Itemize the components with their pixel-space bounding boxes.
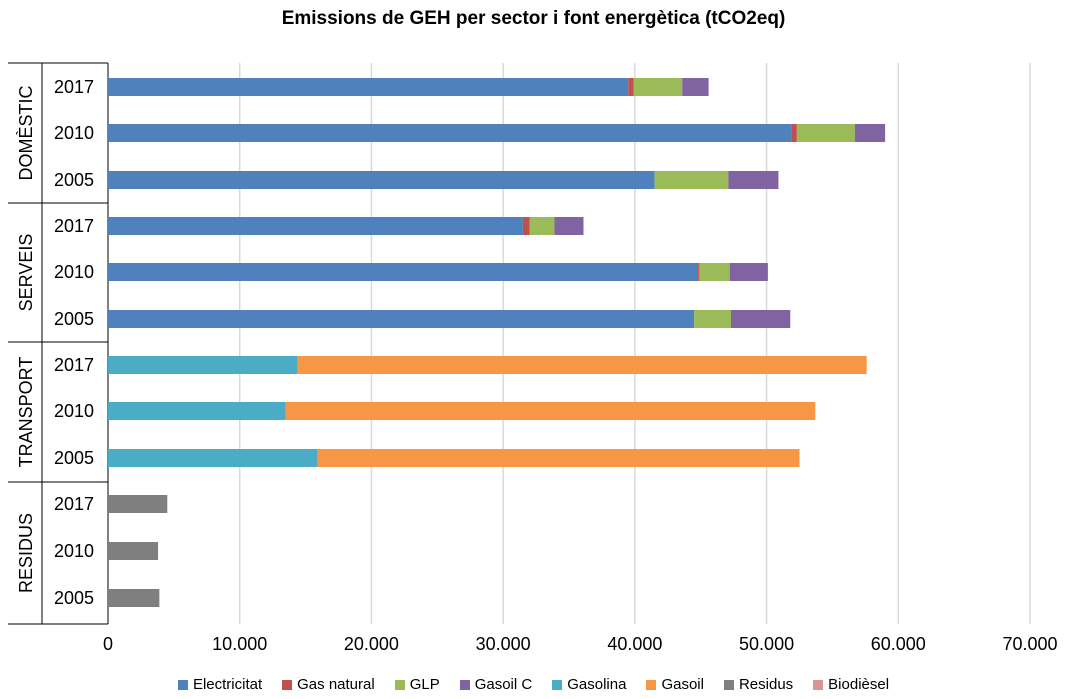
bar-segment bbox=[297, 356, 867, 374]
legend: Electricitat Gas natural GLP Gasoil C Gasoli… bbox=[0, 676, 1067, 693]
legend-label: Gasoil C bbox=[474, 676, 533, 693]
x-tick-label: 30.000 bbox=[476, 634, 531, 654]
legend-label: Gasoil bbox=[661, 676, 704, 693]
bar-segment bbox=[108, 449, 318, 467]
legend-item: GLP bbox=[394, 676, 440, 693]
legend-swatch bbox=[177, 679, 188, 690]
group-label: DOMÈSTIC bbox=[16, 85, 36, 180]
legend-item: Gasoil bbox=[646, 676, 704, 693]
bar-segment bbox=[682, 78, 709, 96]
bar-segment bbox=[108, 402, 286, 420]
legend-item: Biodièsel bbox=[813, 676, 889, 693]
x-tick-label: 60.000 bbox=[871, 634, 926, 654]
y-tick-label: 2010 bbox=[54, 541, 94, 561]
x-tick-label: 40.000 bbox=[607, 634, 662, 654]
bar-segment bbox=[108, 495, 168, 513]
legend-label: Residus bbox=[738, 676, 794, 693]
legend-item: Gasoil C bbox=[459, 676, 533, 693]
bar-segment bbox=[108, 263, 699, 281]
bar-segment bbox=[728, 171, 779, 189]
legend-label: Biodièsel bbox=[828, 676, 890, 693]
bar-segment bbox=[731, 310, 791, 328]
bar-segment bbox=[654, 171, 729, 189]
bar-segment bbox=[699, 263, 730, 281]
legend-item: Electricitat bbox=[177, 676, 263, 693]
chart-title: Emissions de GEH per sector i font energ… bbox=[281, 8, 786, 29]
x-tick-label: 10.000 bbox=[212, 634, 267, 654]
bar-segment bbox=[108, 589, 160, 607]
legend-label: Electricitat bbox=[192, 676, 263, 693]
bar-segment bbox=[108, 542, 159, 560]
legend-swatch bbox=[394, 679, 405, 690]
y-tick-label: 2010 bbox=[54, 123, 94, 143]
y-tick-label: 2005 bbox=[54, 588, 94, 608]
legend-swatch bbox=[552, 679, 563, 690]
bar-segment bbox=[791, 124, 797, 142]
bar-segment bbox=[108, 171, 655, 189]
bar-segment bbox=[529, 217, 555, 235]
y-tick-label: 2017 bbox=[54, 355, 94, 375]
y-tick-label: 2005 bbox=[54, 309, 94, 329]
bar-segment bbox=[108, 217, 523, 235]
y-tick-label: 2005 bbox=[54, 170, 94, 190]
legend-label: Gas natural bbox=[297, 676, 375, 693]
bar-segment bbox=[108, 356, 298, 374]
bar-segment bbox=[108, 124, 792, 142]
bar-segment bbox=[694, 310, 732, 328]
y-tick-label: 2005 bbox=[54, 448, 94, 468]
bar-segment bbox=[796, 124, 855, 142]
bar-segment bbox=[729, 263, 768, 281]
y-tick-label: 2010 bbox=[54, 262, 94, 282]
x-tick-label: 70.000 bbox=[1002, 634, 1057, 654]
legend-item: Residus bbox=[723, 676, 794, 693]
legend-swatch bbox=[459, 679, 470, 690]
bar-segment bbox=[554, 217, 584, 235]
legend-swatch bbox=[282, 679, 293, 690]
bar-segment bbox=[285, 402, 816, 420]
legend-swatch bbox=[813, 679, 824, 690]
bar-segment bbox=[108, 310, 695, 328]
x-tick-label: 20.000 bbox=[344, 634, 399, 654]
legend-item: Gas natural bbox=[282, 676, 375, 693]
bar-segment bbox=[628, 78, 634, 96]
x-tick-label: 50.000 bbox=[739, 634, 794, 654]
legend-item: Gasolina bbox=[552, 676, 626, 693]
legend-label: Gasolina bbox=[567, 676, 627, 693]
group-label: RESIDUS bbox=[16, 513, 36, 593]
y-tick-label: 2017 bbox=[54, 77, 94, 97]
y-tick-label: 2010 bbox=[54, 401, 94, 421]
bar-segment bbox=[854, 124, 886, 142]
bar-segment bbox=[698, 263, 700, 281]
x-tick-label: 0 bbox=[103, 634, 113, 654]
y-tick-label: 2017 bbox=[54, 216, 94, 236]
bar-segment bbox=[108, 78, 629, 96]
legend-label: GLP bbox=[409, 676, 440, 693]
bar-segment bbox=[522, 217, 530, 235]
y-tick-label: 2017 bbox=[54, 494, 94, 514]
group-label: SERVEIS bbox=[16, 234, 36, 312]
bar-segment bbox=[317, 449, 800, 467]
legend-swatch bbox=[646, 679, 657, 690]
bar-segment bbox=[633, 78, 683, 96]
legend-swatch bbox=[723, 679, 734, 690]
group-label: TRANSPORT bbox=[16, 357, 36, 468]
